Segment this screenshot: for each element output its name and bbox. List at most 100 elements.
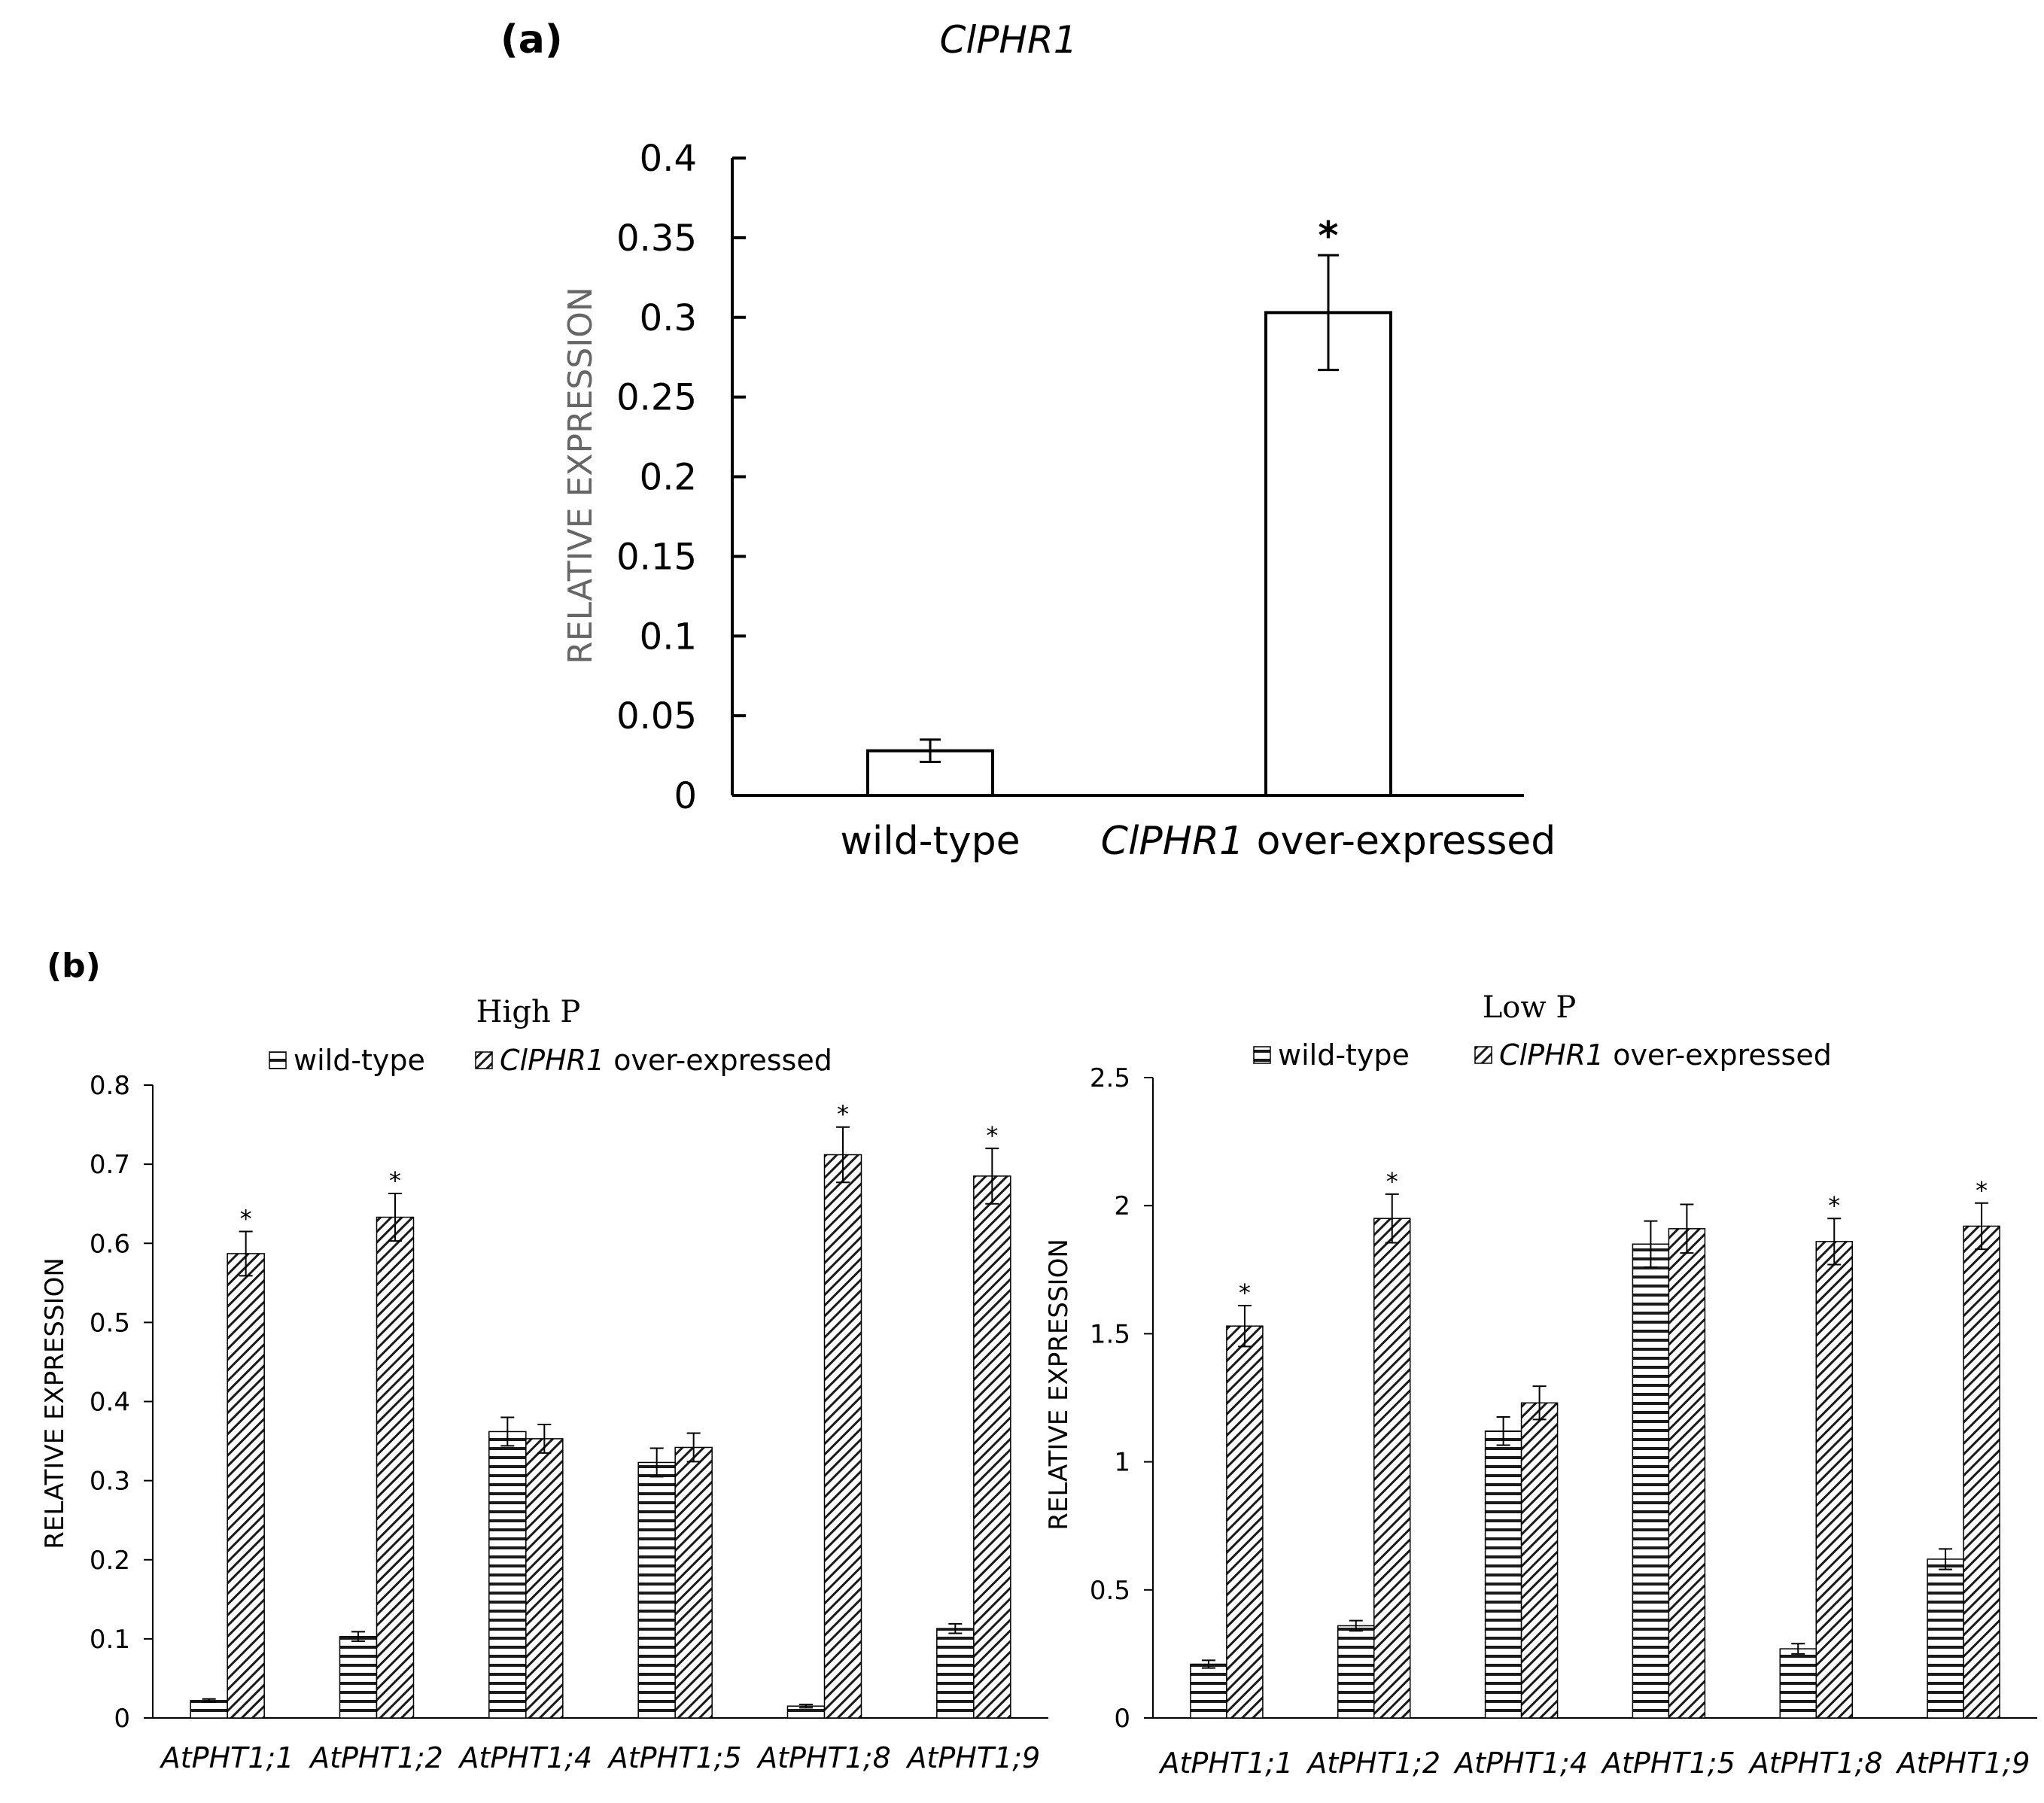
chart-a-xtick-label-text: over-expressed xyxy=(1244,819,1556,864)
chart-c-ytick-label: 0 xyxy=(1114,1704,1130,1734)
chart-a-xtick-label: wild-type xyxy=(840,819,1020,864)
chart-c-error-bar xyxy=(1975,1202,1989,1251)
chart-c-legend-label: wild-type xyxy=(1278,1038,1410,1072)
chart-b-legend-swatch xyxy=(269,1051,287,1069)
chart-b-legend-swatch xyxy=(475,1051,493,1069)
chart-a-ytick-label: 0.05 xyxy=(616,695,697,737)
chart-b-axes xyxy=(152,1085,1048,1719)
chart-c-bar-series2 xyxy=(1520,1402,1559,1719)
chart-a-ytick-label: 0.15 xyxy=(616,536,697,578)
chart-c-significance: * xyxy=(1976,1176,1988,1205)
chart-b-xtick-label: AtPHT1;2 xyxy=(308,1741,443,1774)
chart-c-error-bar xyxy=(1939,1548,1953,1570)
chart-b-ytick-label: 0.6 xyxy=(90,1229,130,1259)
chart-b-bar-series2 xyxy=(525,1438,564,1719)
chart-c-xtick-label: AtPHT1;5 xyxy=(1600,1747,1735,1780)
chart-a-ytick-label: 0.4 xyxy=(640,138,697,180)
chart-a-ylabel: RELATIVE EXPRESSION xyxy=(561,287,600,664)
chart-c-bars: * * * * xyxy=(1190,1167,2000,1719)
chart-b-significance: * xyxy=(837,1100,849,1129)
chart-b-xtick-label: AtPHT1;1 xyxy=(159,1741,294,1774)
chart-c-bar-series1 xyxy=(1484,1431,1522,1719)
chart-b-xlabels: AtPHT1;1 AtPHT1;2 AtPHT1;4 AtPHT1;5 AtPHT1;8… xyxy=(159,1741,1040,1774)
chart-b-error-bar xyxy=(948,1622,963,1634)
chart-b-xtick-label: AtPHT1;5 xyxy=(607,1741,742,1774)
chart-b-error-bar xyxy=(239,1230,253,1277)
chart-c-error-bar xyxy=(1791,1643,1805,1655)
chart-b-legend-label: wild-type xyxy=(294,1044,425,1077)
chart-a-ytick-label: 0 xyxy=(674,775,697,817)
chart-b-error-bar xyxy=(836,1126,850,1184)
chart-c-xtick-label: AtPHT1;9 xyxy=(1895,1747,2030,1780)
chart-a-xtick-label: ClPHR1 over-expressed xyxy=(1101,819,1556,864)
chart-b-ytick-label: 0.4 xyxy=(90,1388,130,1418)
chart-c-ylabel: RELATIVE EXPRESSION xyxy=(1044,1239,1074,1531)
chart-b-ytick-label: 0.1 xyxy=(90,1625,130,1655)
chart-b-error-bar xyxy=(686,1432,701,1463)
chart-b-ytick-label: 0 xyxy=(114,1704,130,1734)
chart-c-error-bar xyxy=(1496,1416,1510,1446)
chart-c-ytick-label: 1.5 xyxy=(1090,1319,1130,1349)
chart-c-legend-label: ClPHR1 over-expressed xyxy=(1499,1038,1832,1072)
chart-c-bar-series1 xyxy=(1927,1558,1964,1719)
chart-a-bar xyxy=(1264,311,1392,797)
chart-a-significance: * xyxy=(1318,214,1338,259)
chart-c-bar-series2 xyxy=(1668,1228,1706,1719)
chart-c-bar-series1 xyxy=(1779,1648,1817,1719)
chart-c-error-bar xyxy=(1827,1218,1842,1266)
chart-c-xtick-label: AtPHT1;2 xyxy=(1305,1747,1440,1780)
chart-a-axes xyxy=(731,158,1524,797)
chart-b-legend-label-italic: ClPHR1 xyxy=(500,1044,604,1077)
chart-b-bar-series2 xyxy=(674,1446,713,1719)
chart-b-title: High P xyxy=(476,995,581,1029)
chart-b-legend-label-text: over-expressed xyxy=(604,1044,832,1077)
chart-c-legend-label-text: wild-type xyxy=(1278,1038,1410,1072)
chart-c-xtick-label: AtPHT1;1 xyxy=(1158,1747,1294,1780)
chart-c-xtick-label: AtPHT1;4 xyxy=(1452,1747,1588,1780)
chart-c-legend-swatch xyxy=(1253,1046,1271,1064)
chart-a-yticks: 0 0.05 0.1 0.15 0.2 0.25 0.3 0.35 0.4 xyxy=(616,138,746,817)
chart-b-error-bar xyxy=(202,1698,216,1703)
chart-b-xtick-label: AtPHT1;9 xyxy=(905,1741,1040,1774)
chart-b-error-bar xyxy=(351,1631,365,1643)
chart-a-title: ClPHR1 xyxy=(939,18,1077,62)
chart-a: ClPHR1 RELATIVE EXPRESSION 00.050.10.150… xyxy=(561,18,1556,864)
chart-c-ytick-label: 2 xyxy=(1114,1191,1130,1221)
chart-b-xtick-label: AtPHT1;8 xyxy=(756,1741,891,1774)
chart-b-error-bar xyxy=(388,1193,402,1242)
chart-b-bar-series2 xyxy=(376,1216,415,1719)
chart-b-bar-series1 xyxy=(339,1635,378,1719)
chart-b-bars: * * * * xyxy=(190,1100,1011,1719)
chart-b-xtick-label: AtPHT1;4 xyxy=(457,1741,592,1774)
chart-c-significance: * xyxy=(1828,1191,1840,1220)
chart-c-xlabels: AtPHT1;1 AtPHT1;2 AtPHT1;4 AtPHT1;5 AtPHT1;8… xyxy=(1158,1747,2030,1780)
chart-c-ytick-label: 1 xyxy=(1114,1448,1130,1478)
panel-a-label: (a) xyxy=(500,17,563,62)
chart-c-bar-series1 xyxy=(1190,1663,1227,1719)
chart-c-ytick-label: 0.5 xyxy=(1090,1576,1130,1606)
chart-b-bar-series1 xyxy=(190,1700,228,1719)
chart-c-bar-series2 xyxy=(1815,1241,1853,1719)
chart-a-xtick-label-text: wild-type xyxy=(840,819,1020,864)
chart-c-significance: * xyxy=(1386,1167,1398,1196)
chart-a-xtick-label-italic: ClPHR1 xyxy=(1101,819,1244,864)
chart-c-error-bar xyxy=(1349,1619,1363,1632)
chart-b-ytick-label: 0.7 xyxy=(90,1150,130,1180)
chart-b-bar-series1 xyxy=(488,1431,527,1719)
chart-b-error-bar xyxy=(649,1447,664,1478)
chart-c-error-bar xyxy=(1644,1220,1658,1268)
chart-c-bar-series2 xyxy=(1226,1325,1264,1719)
chart-a-ytick-label: 0.3 xyxy=(640,297,697,339)
chart-a-error-bar xyxy=(920,738,941,764)
chart-b-ytick-label: 0.3 xyxy=(90,1467,130,1497)
chart-c-bar-series2 xyxy=(1373,1218,1411,1719)
chart-c-error-bar xyxy=(1532,1385,1547,1421)
chart-b-bar-series1 xyxy=(637,1461,676,1719)
chart-c-ytick-label: 2.5 xyxy=(1090,1063,1130,1093)
chart-b-yticks: 0 0.1 0.2 0.3 0.4 0.5 0.6 0.7 0.8 xyxy=(90,1071,153,1734)
chart-b-ytick-label: 0.5 xyxy=(90,1308,130,1338)
chart-a-ytick-label: 0.2 xyxy=(640,457,697,499)
chart-b-error-bar xyxy=(537,1423,552,1454)
chart-c-bar-series2 xyxy=(1963,1225,2000,1719)
chart-a-bars: * xyxy=(866,214,1392,798)
